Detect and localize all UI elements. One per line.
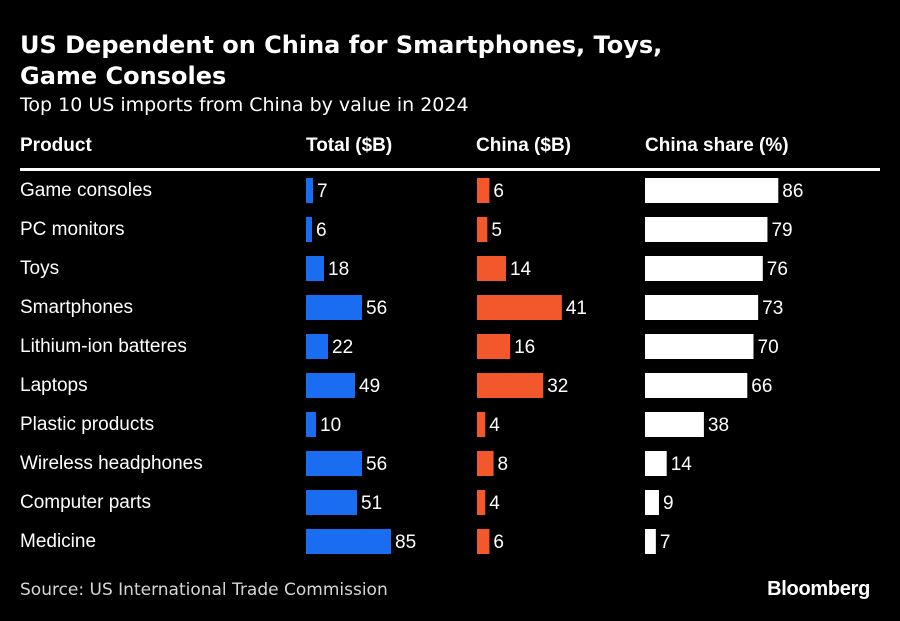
total-value-label: 56 (366, 298, 387, 319)
china-value-label: 6 (493, 181, 504, 202)
total-bar (306, 295, 362, 320)
total-bar (306, 373, 355, 398)
total-value-label: 7 (317, 181, 328, 202)
share-value-label: 79 (771, 220, 792, 241)
row-label: Plastic products (20, 414, 154, 435)
china-value-label: 14 (510, 259, 532, 280)
total-value-label: 22 (332, 337, 353, 358)
china-bar (477, 295, 562, 320)
china-bar (477, 373, 544, 398)
total-value-label: 18 (328, 259, 349, 280)
china-value-label: 32 (547, 376, 568, 397)
column-header-china: China ($B) (476, 135, 571, 156)
total-value-label: 85 (395, 532, 416, 553)
share-value-label: 38 (708, 415, 729, 436)
column-header-product: Product (20, 135, 92, 156)
row-label: Lithium-ion batteres (20, 336, 187, 357)
chart-title: US Dependent on China for Smartphones, T… (20, 31, 663, 90)
source-note: Source: US International Trade Commissio… (20, 580, 388, 600)
share-value-label: 76 (767, 259, 788, 280)
header-rule (20, 168, 880, 171)
row-label: Laptops (20, 375, 88, 396)
total-bar (306, 451, 362, 476)
share-bar (645, 178, 779, 203)
share-bar (645, 412, 704, 437)
row-label: PC monitors (20, 219, 125, 240)
share-value-label: 86 (782, 181, 803, 202)
total-value-label: 56 (366, 454, 387, 475)
column-header-total: Total ($B) (306, 135, 393, 156)
share-bar (645, 256, 763, 281)
china-bar (477, 178, 490, 203)
share-bar (645, 295, 759, 320)
share-bar (645, 529, 656, 554)
row-label: Smartphones (20, 297, 133, 318)
total-bar (306, 178, 313, 203)
chart-subtitle: Top 10 US imports from China by value in… (20, 94, 469, 116)
total-bar (306, 529, 391, 554)
china-value-label: 4 (489, 415, 500, 436)
china-value-label: 41 (566, 298, 587, 319)
share-bar (645, 451, 667, 476)
share-bar (645, 373, 748, 398)
row-label: Computer parts (20, 492, 151, 513)
china-bar (477, 256, 506, 281)
column-header-share: China share (%) (645, 135, 789, 156)
share-value-label: 66 (751, 376, 772, 397)
total-value-label: 49 (359, 376, 380, 397)
row-label: Medicine (20, 531, 96, 552)
china-value-label: 8 (498, 454, 509, 475)
share-bar (645, 217, 768, 242)
china-value-label: 16 (514, 337, 535, 358)
row-label: Wireless headphones (20, 453, 203, 474)
china-value-label: 6 (493, 532, 504, 553)
total-bar (306, 334, 328, 359)
row-label: Game consoles (20, 180, 152, 201)
china-bar (477, 412, 486, 437)
china-bar (477, 451, 494, 476)
share-value-label: 73 (762, 298, 783, 319)
china-bar (477, 217, 488, 242)
share-value-label: 70 (758, 337, 779, 358)
total-bar (306, 217, 312, 242)
china-value-label: 5 (491, 220, 502, 241)
row-label: Toys (20, 258, 59, 279)
share-bar (645, 490, 659, 515)
total-value-label: 51 (361, 493, 382, 514)
share-value-label: 9 (663, 493, 674, 514)
share-value-label: 14 (671, 454, 693, 475)
total-bar (306, 412, 316, 437)
total-bar (306, 256, 324, 281)
total-bar (306, 490, 357, 515)
total-value-label: 10 (320, 415, 341, 436)
china-bar (477, 490, 486, 515)
china-bar (477, 529, 490, 554)
china-bar (477, 334, 511, 359)
china-value-label: 4 (489, 493, 500, 514)
bloomberg-logo: Bloomberg (767, 578, 870, 600)
share-value-label: 7 (660, 532, 671, 553)
share-bar (645, 334, 754, 359)
total-value-label: 6 (316, 220, 327, 241)
